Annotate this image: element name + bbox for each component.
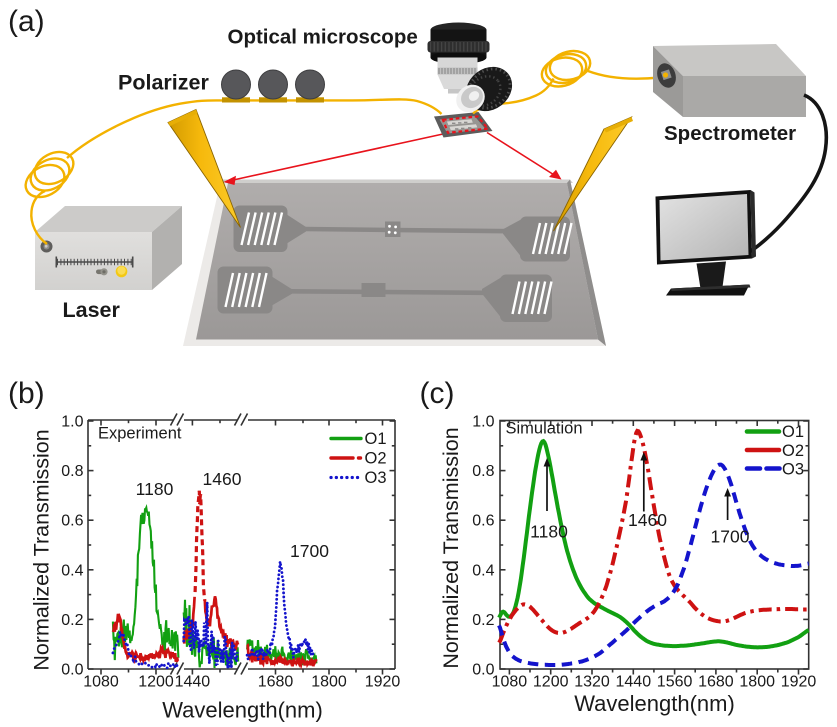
svg-text:Polarizer: Polarizer	[118, 71, 209, 95]
svg-text:1460: 1460	[628, 510, 667, 530]
svg-text:O3: O3	[782, 461, 804, 479]
svg-text:1440: 1440	[616, 674, 652, 691]
svg-text:O1: O1	[365, 430, 387, 448]
svg-text:O2: O2	[365, 450, 387, 468]
svg-text:1680: 1680	[698, 674, 734, 691]
svg-text:1320: 1320	[574, 674, 610, 691]
svg-text:1080: 1080	[83, 674, 119, 691]
svg-text:1920: 1920	[365, 674, 401, 691]
svg-text:0.8: 0.8	[61, 463, 83, 480]
svg-text:1800: 1800	[311, 674, 347, 691]
svg-text:(a): (a)	[8, 5, 45, 38]
svg-text:Wavelength(nm): Wavelength(nm)	[162, 698, 323, 723]
svg-text:0.2: 0.2	[472, 612, 494, 629]
svg-text:1200: 1200	[533, 674, 569, 691]
svg-text:0.0: 0.0	[61, 662, 83, 679]
svg-text:0.2: 0.2	[61, 612, 83, 629]
svg-text:Normalized Transmission: Normalized Transmission	[439, 427, 463, 668]
svg-text:0.0: 0.0	[472, 662, 494, 679]
svg-text:1200: 1200	[138, 674, 174, 691]
svg-text:1440: 1440	[175, 674, 211, 691]
svg-text:0.6: 0.6	[472, 513, 494, 530]
svg-text:0.4: 0.4	[61, 562, 83, 579]
svg-text:1700: 1700	[711, 527, 750, 547]
svg-text:1.0: 1.0	[472, 414, 494, 431]
svg-text:1680: 1680	[258, 674, 294, 691]
svg-text:1560: 1560	[657, 674, 693, 691]
svg-text:O1: O1	[782, 423, 804, 441]
svg-text:(c): (c)	[420, 377, 455, 410]
svg-text:1920: 1920	[781, 674, 817, 691]
svg-text:1180: 1180	[136, 479, 174, 499]
svg-text:Optical microscope: Optical microscope	[228, 26, 418, 49]
svg-text:1180: 1180	[530, 522, 568, 542]
svg-text:1080: 1080	[492, 674, 528, 691]
svg-text:Wavelength(nm): Wavelength(nm)	[574, 691, 735, 716]
svg-text:1.0: 1.0	[61, 414, 83, 431]
svg-text:Experiment: Experiment	[98, 425, 182, 443]
svg-text:1460: 1460	[203, 469, 242, 489]
svg-text:Normalized Transmission: Normalized Transmission	[30, 429, 54, 670]
svg-text:Simulation: Simulation	[506, 420, 583, 438]
svg-text:0.6: 0.6	[61, 513, 83, 530]
svg-text:O2: O2	[782, 442, 804, 460]
svg-text:0.4: 0.4	[472, 562, 494, 579]
svg-text:O3: O3	[365, 469, 387, 487]
svg-text:(b): (b)	[8, 377, 45, 410]
svg-text:Laser: Laser	[63, 298, 121, 322]
svg-text:1700: 1700	[290, 541, 329, 561]
svg-text:1800: 1800	[739, 674, 775, 691]
svg-text:0.8: 0.8	[472, 463, 494, 480]
svg-text:Spectrometer: Spectrometer	[664, 122, 796, 145]
